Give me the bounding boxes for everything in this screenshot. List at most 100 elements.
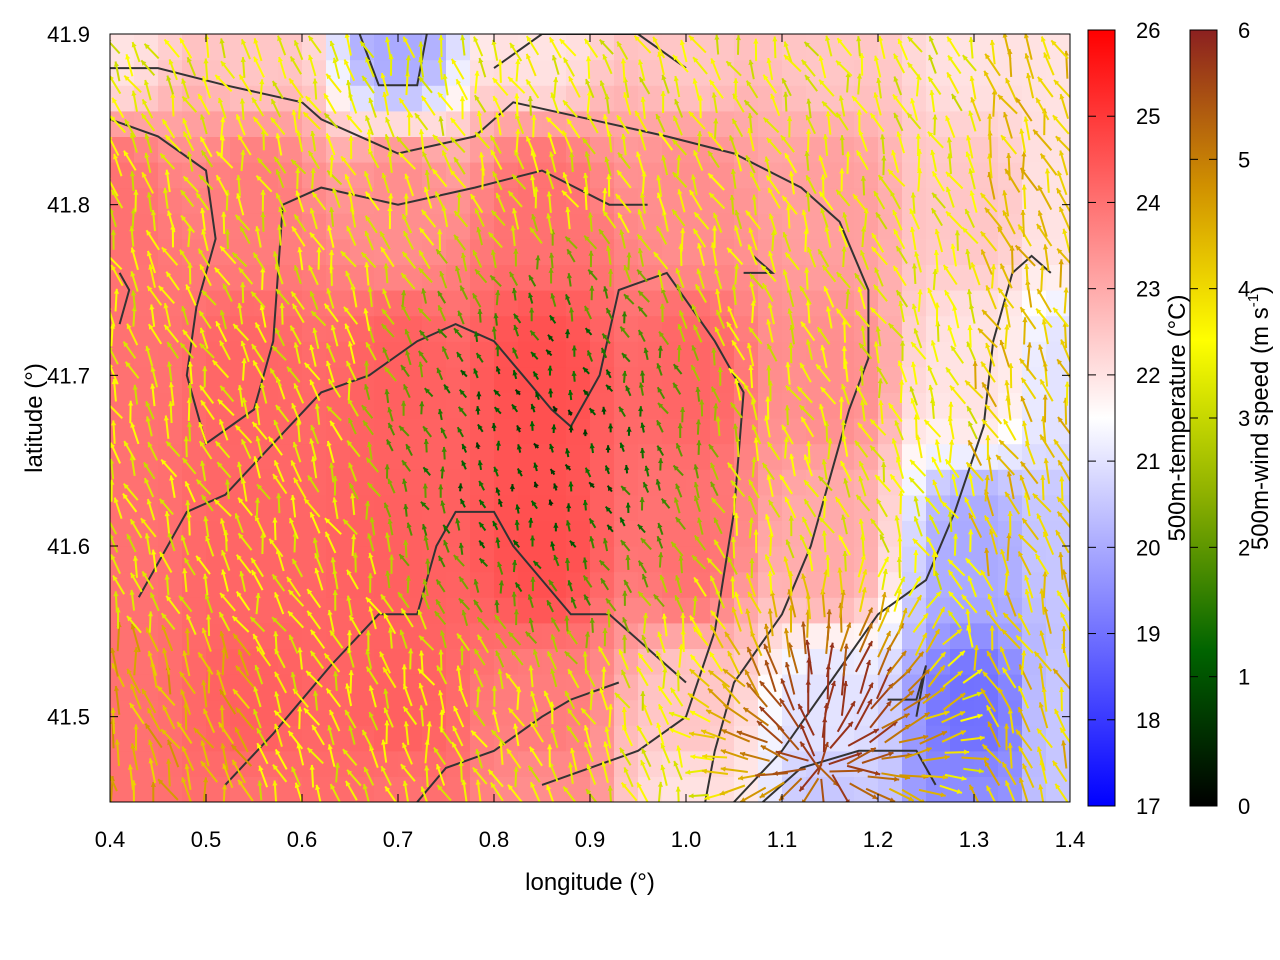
wind-arrow (260, 212, 266, 232)
wind-arrow (364, 170, 374, 192)
wind-arrow (368, 552, 377, 575)
wind-arrow (240, 149, 246, 172)
wind-arrow (254, 497, 261, 519)
temperature-cell (710, 34, 735, 61)
temperature-cell (470, 443, 495, 470)
temperature-cell (902, 443, 927, 470)
wind-arrow (235, 707, 255, 731)
temperature-cell (734, 699, 759, 726)
temperature-cell (302, 34, 327, 61)
wind-arrow (348, 725, 356, 745)
wind-arrow (329, 154, 335, 178)
temperature-cell (782, 366, 807, 393)
temperature-cell (518, 699, 543, 726)
temperature-cell (638, 187, 663, 214)
temperature-cell (470, 622, 495, 649)
temperature-cell (542, 238, 567, 265)
wind-arrow (217, 398, 235, 417)
wind-arrow (241, 358, 247, 381)
temperature-cell (398, 494, 423, 521)
wind-arrow (130, 247, 139, 271)
temperature-cell (302, 571, 327, 598)
temperature-cell (542, 520, 567, 547)
wind-arrow (383, 502, 392, 518)
wind-arrow (287, 589, 305, 607)
wind-arrow (219, 518, 229, 542)
wind-arrow (218, 97, 227, 119)
wind-arrow (193, 727, 215, 749)
temperature-cell (446, 238, 471, 265)
temperature-cell (662, 110, 687, 137)
wind-arrow (219, 340, 231, 361)
wind-arrow (309, 511, 321, 534)
wind-arrow (309, 290, 319, 310)
wind-arrow (185, 614, 197, 636)
wind-arrow (366, 129, 372, 153)
temperature-cell (254, 469, 279, 496)
wind-arrow (130, 422, 140, 445)
wind-arrow (183, 557, 196, 576)
wind-arrow (271, 616, 287, 632)
temperature-cell (254, 750, 279, 777)
wind-arrow (251, 97, 265, 117)
temperature-cell (734, 162, 759, 189)
wind-arrow (144, 152, 152, 174)
temperature-cell (326, 162, 351, 189)
y-axis-label: latitude (°) (21, 363, 48, 473)
wind-arrow (240, 438, 252, 460)
temperature-cell (302, 776, 327, 802)
temperature-cell (614, 648, 639, 675)
wind-arrow (141, 171, 154, 194)
wind-arrow (237, 532, 253, 551)
wind-arrow (368, 711, 379, 731)
temperature-cell (302, 187, 327, 214)
wind-arrow (344, 173, 356, 197)
temperature-cell (806, 392, 831, 419)
temperature-cell (1046, 699, 1070, 726)
wind-arrow (166, 758, 172, 787)
wind-arrow (387, 406, 394, 422)
temperature-cell (446, 34, 471, 61)
temperature-cell (758, 418, 783, 445)
temperature-cell (566, 85, 591, 112)
temperature-cell (518, 366, 543, 393)
temperature-cell (806, 776, 831, 802)
wind-arrow (180, 689, 192, 716)
wind-arrow (389, 554, 395, 574)
temperature-cell (518, 494, 543, 521)
wind-arrow (344, 323, 356, 345)
temperature-cell (806, 571, 831, 598)
wind-arrow (385, 532, 391, 552)
temperature-cell (590, 571, 615, 598)
wind-arrow (219, 385, 235, 403)
wind-arrow (123, 150, 137, 171)
wind-arrow (348, 462, 358, 482)
wind-arrow (195, 478, 212, 496)
wind-arrow (160, 612, 176, 631)
wind-arrow (365, 649, 373, 669)
temperature-cell (1046, 750, 1070, 777)
colorbar-tick-label: 22 (1136, 363, 1160, 388)
wind-arrow (255, 645, 272, 667)
wind-arrow (126, 323, 139, 346)
wind-arrow (162, 647, 171, 675)
wind-arrow (150, 782, 156, 802)
wind-arrow (369, 517, 376, 536)
temperature-cell (902, 418, 927, 445)
temperature-cell (710, 187, 735, 214)
temperature-cell (566, 341, 591, 368)
wind-arrow (325, 73, 342, 94)
temperature-cell (662, 469, 687, 496)
wind-arrow (382, 666, 397, 689)
temperature-cell (326, 469, 351, 496)
wind-arrow (346, 79, 352, 101)
temperature-cell (446, 469, 471, 496)
temperature-cell (590, 34, 615, 61)
temperature-cell (398, 213, 423, 240)
wind-arrow (202, 708, 216, 734)
wind-arrow (123, 74, 142, 94)
wind-arrow (254, 322, 267, 344)
temperature-cell (662, 59, 687, 86)
temperature-cell (686, 341, 711, 368)
wind-arrow (289, 325, 302, 345)
